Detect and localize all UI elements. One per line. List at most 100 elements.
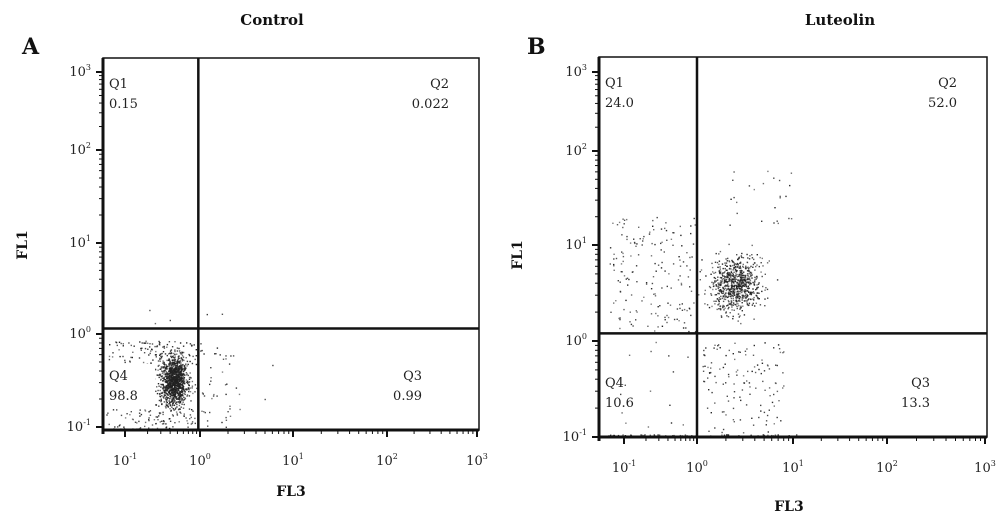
data-point bbox=[715, 285, 718, 287]
data-point bbox=[733, 289, 735, 291]
data-point bbox=[734, 294, 736, 296]
data-point bbox=[777, 434, 779, 436]
data-point bbox=[737, 290, 739, 292]
data-point bbox=[186, 381, 188, 383]
data-point bbox=[677, 279, 680, 281]
data-point bbox=[622, 260, 624, 263]
data-point bbox=[613, 258, 615, 260]
data-point bbox=[767, 431, 769, 433]
data-point bbox=[128, 342, 130, 344]
data-point bbox=[171, 366, 174, 368]
data-point bbox=[161, 420, 163, 422]
data-point bbox=[178, 379, 181, 382]
data-point bbox=[676, 308, 679, 310]
data-point bbox=[152, 359, 154, 361]
data-point bbox=[740, 279, 742, 281]
data-point bbox=[732, 297, 734, 300]
data-point bbox=[689, 286, 691, 288]
data-point bbox=[181, 351, 183, 353]
data-point bbox=[727, 316, 730, 318]
data-point bbox=[777, 222, 779, 225]
data-point bbox=[132, 351, 134, 353]
data-point bbox=[756, 277, 758, 279]
data-point bbox=[747, 304, 750, 307]
data-point bbox=[756, 364, 759, 366]
data-point bbox=[172, 392, 174, 394]
data-point bbox=[635, 265, 638, 267]
data-point bbox=[649, 390, 652, 392]
data-point bbox=[768, 387, 771, 389]
data-point bbox=[172, 362, 174, 364]
data-point bbox=[735, 300, 738, 303]
quadrant-label-background bbox=[105, 364, 155, 409]
data-point bbox=[726, 285, 728, 287]
data-point bbox=[742, 278, 744, 280]
data-point bbox=[722, 307, 724, 309]
data-point bbox=[163, 345, 165, 348]
data-point bbox=[641, 300, 643, 302]
data-point bbox=[728, 376, 730, 378]
data-point bbox=[179, 401, 182, 404]
data-point bbox=[768, 368, 771, 370]
data-point bbox=[718, 303, 720, 305]
data-point bbox=[722, 300, 725, 303]
data-point bbox=[736, 307, 738, 310]
data-point bbox=[699, 279, 701, 281]
data-point bbox=[694, 224, 696, 226]
data-point bbox=[227, 411, 229, 413]
data-point bbox=[754, 305, 756, 307]
data-point bbox=[643, 296, 645, 298]
data-point bbox=[609, 263, 611, 265]
data-point bbox=[785, 195, 787, 198]
data-point bbox=[177, 372, 180, 374]
data-point bbox=[738, 283, 740, 285]
data-point bbox=[179, 382, 181, 385]
data-point bbox=[159, 389, 161, 392]
data-point bbox=[183, 376, 186, 379]
data-point bbox=[178, 362, 181, 364]
data-point bbox=[756, 297, 759, 299]
data-point bbox=[654, 295, 657, 297]
data-point bbox=[713, 347, 715, 349]
data-point bbox=[717, 266, 719, 268]
data-point bbox=[664, 316, 666, 319]
data-point bbox=[145, 342, 147, 344]
y-tick-label: 101 bbox=[565, 236, 587, 253]
data-point bbox=[169, 319, 171, 322]
data-point bbox=[191, 345, 193, 347]
data-point bbox=[760, 404, 762, 407]
x-tick-label: 100 bbox=[686, 459, 708, 476]
data-point bbox=[717, 304, 719, 306]
data-point bbox=[724, 262, 726, 264]
data-point bbox=[722, 267, 724, 270]
data-point bbox=[619, 327, 621, 330]
data-point bbox=[714, 277, 717, 280]
data-point bbox=[175, 387, 178, 389]
data-point bbox=[652, 276, 655, 278]
data-point bbox=[163, 370, 165, 372]
data-point bbox=[179, 379, 181, 381]
data-point bbox=[166, 374, 168, 376]
data-point bbox=[216, 347, 219, 349]
data-point bbox=[181, 390, 183, 392]
data-point bbox=[164, 381, 166, 383]
data-point bbox=[165, 384, 168, 387]
data-point bbox=[189, 372, 191, 374]
data-point bbox=[161, 423, 164, 425]
data-point bbox=[727, 296, 729, 298]
data-point bbox=[740, 269, 742, 272]
data-point bbox=[163, 397, 165, 399]
data-point bbox=[736, 295, 738, 297]
data-point bbox=[733, 391, 736, 393]
data-point bbox=[693, 217, 695, 220]
data-point bbox=[179, 373, 181, 375]
data-point bbox=[183, 390, 186, 392]
data-point bbox=[170, 349, 173, 351]
data-point bbox=[138, 357, 141, 359]
data-point bbox=[657, 326, 659, 328]
data-point bbox=[730, 295, 732, 298]
data-point bbox=[728, 274, 731, 277]
data-point bbox=[182, 386, 185, 388]
data-point bbox=[719, 266, 721, 268]
data-point bbox=[654, 330, 656, 332]
